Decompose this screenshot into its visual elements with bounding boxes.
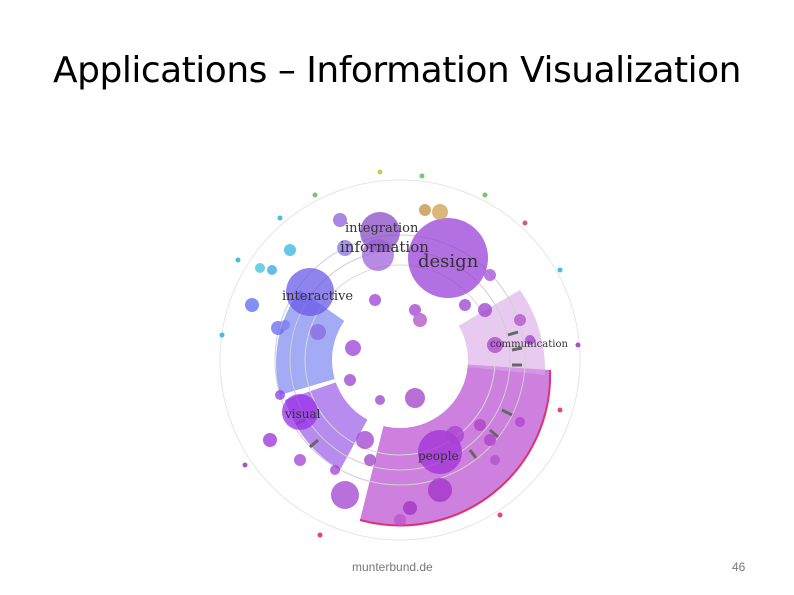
bubble-bottom (428, 478, 452, 502)
label-design: design (418, 251, 479, 272)
inner-disk (332, 292, 468, 428)
label-integration: integration (345, 221, 419, 236)
bubble-information (362, 239, 394, 271)
slide-title: Applications – Information Visualization (52, 50, 742, 91)
bubble-visual (282, 394, 318, 430)
outer-ring (219, 179, 581, 541)
radial-graph-svg: integration information design interacti… (219, 169, 581, 541)
ring-1 (274, 234, 526, 486)
label-information: information (340, 238, 429, 256)
bubble-lower (331, 481, 359, 509)
label-visual: visual (284, 407, 321, 421)
page-number: 46 (732, 560, 746, 574)
arc-ticks (295, 330, 523, 459)
ring-3 (304, 264, 496, 456)
small-bubbles (245, 204, 535, 526)
label-people: people (418, 449, 459, 463)
label-communication: communication (490, 339, 568, 350)
source-caption: munterbund.de (352, 560, 433, 574)
label-interactive: interactive (282, 289, 353, 304)
outer-dots (219, 169, 581, 538)
bubble-interactive (286, 268, 334, 316)
ring-2 (289, 249, 511, 471)
radial-visualization: integration information design interacti… (190, 160, 610, 550)
bubble-design (408, 218, 488, 298)
